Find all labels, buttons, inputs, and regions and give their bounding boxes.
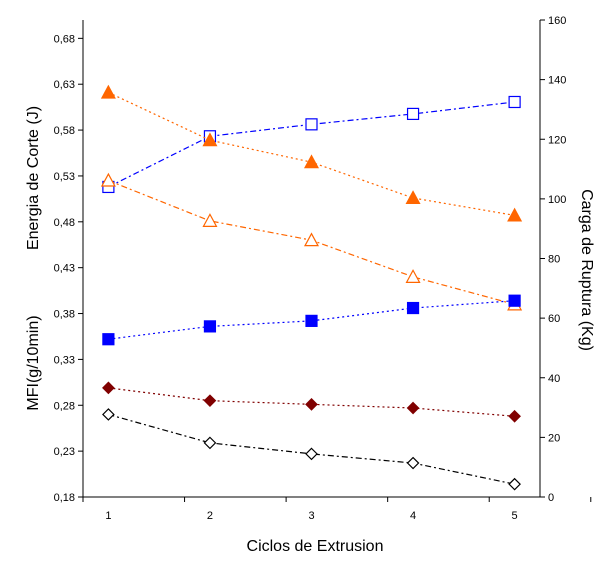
- left-tick-label: 0,43: [54, 263, 75, 275]
- data-point: [305, 118, 318, 131]
- data-point: [405, 190, 421, 205]
- x-tick-label: 3: [308, 510, 314, 522]
- series-4: [102, 294, 521, 346]
- data-point: [305, 314, 318, 327]
- x-tick-label: 4: [410, 510, 416, 522]
- series-3: [100, 172, 523, 311]
- right-tick-label: 40: [548, 373, 560, 385]
- x-tick-label: 5: [512, 510, 518, 522]
- left-tick-label: 0,48: [54, 217, 75, 229]
- data-point: [508, 409, 521, 423]
- data-point: [202, 213, 218, 227]
- left-tick-label: 0,28: [54, 400, 75, 412]
- series-5: [102, 381, 521, 423]
- data-point: [102, 408, 115, 421]
- right-tick-label: 100: [548, 194, 566, 206]
- axes: 0,18 0,23 0,28 0,33 0,38 0,43 0,48 0,53 0,58 0,63…: [54, 15, 592, 522]
- data-point: [305, 398, 318, 411]
- data-point: [406, 107, 420, 121]
- right-tick-label: 80: [548, 254, 560, 266]
- series-line: [108, 413, 515, 485]
- data-point: [406, 301, 420, 315]
- left-tick-label: 0,23: [54, 446, 75, 458]
- right-tick-label: 120: [548, 134, 566, 146]
- left-tick-label: 0,63: [54, 79, 75, 91]
- right-tick-label: 20: [548, 432, 560, 444]
- data-point: [100, 84, 116, 99]
- left-tick-label: 0,33: [54, 354, 75, 366]
- left-tick-label: 0,68: [54, 33, 75, 45]
- left-tick-label: 0,53: [54, 171, 75, 183]
- x-tick-label: 2: [207, 510, 213, 522]
- left-tick-label: 0,18: [54, 492, 75, 504]
- series-line: [108, 300, 515, 340]
- right-tick-label: 0: [548, 492, 554, 504]
- left-tick-label: 0,58: [54, 125, 75, 137]
- data-point: [102, 333, 115, 346]
- data-point: [303, 232, 320, 247]
- x-tick-label: 1: [105, 510, 111, 522]
- left-axis-title-top: Energia de Corte (J): [25, 106, 42, 250]
- data-point: [100, 172, 116, 187]
- data-point: [203, 394, 217, 408]
- series-2: [100, 84, 523, 222]
- data-point: [508, 477, 521, 491]
- left-axis-title-bottom: MFI(g/10min): [25, 315, 42, 410]
- left-tick-label: 0,38: [54, 309, 75, 321]
- data-point: [507, 207, 523, 222]
- data-point: [102, 381, 115, 395]
- data-point: [202, 132, 218, 147]
- series-layer: [100, 84, 523, 491]
- right-axis-title: Carga de Ruptura (Kg): [578, 189, 595, 351]
- data-point: [508, 95, 521, 109]
- data-point: [203, 320, 217, 333]
- data-point: [406, 456, 420, 470]
- x-axis-title: Ciclos de Extrusion: [247, 538, 384, 555]
- right-tick-label: 140: [548, 75, 566, 87]
- right-tick-label: 160: [548, 15, 566, 27]
- data-point: [203, 436, 217, 450]
- data-point: [305, 447, 318, 461]
- data-point: [508, 294, 521, 307]
- data-point: [406, 401, 420, 415]
- right-tick-label: 60: [548, 313, 560, 325]
- data-point: [303, 154, 320, 169]
- data-point: [405, 269, 421, 283]
- series-6: [102, 408, 521, 491]
